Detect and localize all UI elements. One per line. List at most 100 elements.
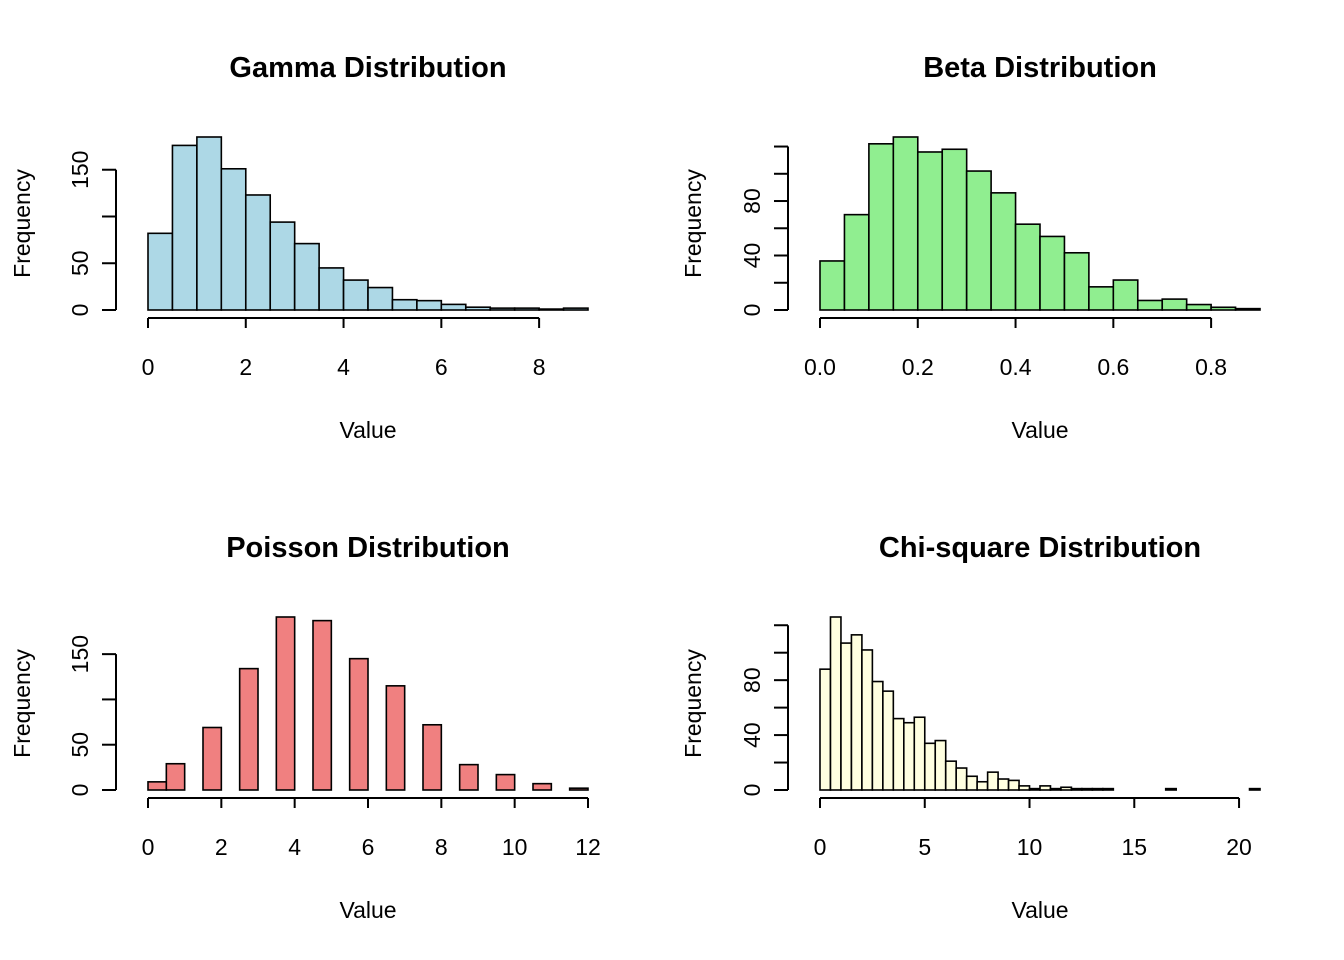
chart-panel-1: Gamma Distribution 0 2 4 6 8 0 50 150 Value Freque… — [9, 52, 589, 443]
histogram-bar — [1091, 787, 1104, 791]
histogram-bar — [220, 167, 247, 311]
x-tick-label: 5 — [918, 834, 931, 860]
histogram-bar — [861, 649, 874, 791]
chart-panel-4: Chi-square Distribution 0 5 10 15 20 0 40 80 Valu… — [680, 532, 1261, 923]
y-tick-label: 40 — [739, 243, 765, 269]
histogram-bar — [147, 781, 168, 791]
histogram-bar — [238, 667, 259, 791]
histogram-bar — [850, 634, 863, 791]
histogram-bar — [1081, 787, 1094, 791]
chart-title: Chi-square Distribution — [879, 532, 1201, 564]
x-tick-label: 0 — [142, 354, 155, 380]
histogram-bar — [532, 782, 553, 791]
histogram-bar — [965, 775, 978, 791]
y-tick-label: 80 — [739, 188, 765, 214]
histogram-bar — [422, 723, 443, 791]
histogram-bar — [244, 194, 272, 311]
histogram-bar — [275, 616, 296, 791]
histogram-bar — [1185, 303, 1212, 311]
histogram-bar — [990, 192, 1017, 311]
histogram-bar — [312, 619, 333, 791]
y-axis-label: Frequency — [9, 649, 35, 758]
histogram-bar — [1007, 779, 1020, 791]
x-axis-label: Value — [339, 417, 396, 443]
y-tick-label: 0 — [739, 304, 765, 317]
histogram-bar — [871, 680, 884, 791]
histogram-bar — [986, 771, 999, 791]
histogram-bar — [1063, 251, 1090, 311]
histogram-bar — [196, 136, 223, 311]
histogram-bar — [538, 308, 565, 311]
chart-panel-2: Beta Distribution 0.0 0.2 0.4 0.6 0.8 0 40 80 Val… — [680, 52, 1261, 443]
histogram-bar — [819, 260, 846, 311]
histogram-bar — [495, 773, 516, 791]
histogram-bar — [348, 657, 369, 791]
histogram-bar — [513, 307, 540, 311]
x-tick-label: 10 — [502, 834, 528, 860]
x-tick-label: 0.0 — [804, 354, 836, 380]
histogram-bar — [976, 780, 989, 791]
histogram-bar — [202, 726, 223, 791]
x-tick-label: 6 — [435, 354, 448, 380]
y-tick-label: 0 — [67, 304, 93, 317]
y-axis-label: Frequency — [9, 169, 35, 278]
histogram-bar — [385, 685, 406, 791]
x-axis-label: Value — [339, 897, 396, 923]
histogram-bar — [892, 717, 905, 791]
histogram-bar — [1039, 785, 1052, 791]
histogram-bar — [1088, 286, 1115, 311]
histogram-bar — [342, 279, 369, 311]
histogram-bar — [367, 286, 394, 311]
histogram-bar — [440, 303, 467, 311]
y-tick-label: 40 — [739, 722, 765, 748]
chart-panel-3: Poisson Distribution 0 2 4 6 8 10 12 0 50 150 Value… — [9, 532, 601, 923]
histogram-bar — [147, 232, 174, 311]
histogram-bar — [955, 767, 968, 791]
histogram-bar — [1234, 307, 1261, 311]
x-tick-label: 0.2 — [902, 354, 934, 380]
histogram-bar — [458, 763, 479, 791]
y-axis-label: Frequency — [680, 649, 706, 758]
histogram-bar — [941, 148, 968, 311]
histogram-bar — [916, 151, 944, 311]
x-tick-label: 12 — [575, 834, 601, 860]
x-tick-label: 0.4 — [1000, 354, 1032, 380]
histogram-bar — [843, 213, 870, 311]
histogram-bar — [293, 242, 320, 311]
histogram-bar — [1102, 787, 1115, 791]
histogram-bar — [1039, 235, 1066, 311]
histogram-bar — [464, 306, 492, 311]
x-tick-label: 4 — [337, 354, 350, 380]
histogram-bar — [1161, 298, 1188, 311]
histogram-bar — [1014, 223, 1041, 311]
histogram-bar — [1060, 786, 1073, 791]
histogram-bar — [944, 760, 957, 791]
histogram-bar — [1136, 299, 1164, 311]
histogram-bar — [416, 299, 443, 311]
histogram-bar — [562, 307, 589, 311]
x-tick-label: 0 — [814, 834, 827, 860]
histogram-bar — [171, 144, 198, 311]
x-tick-label: 15 — [1121, 834, 1147, 860]
histogram-bar — [1210, 306, 1237, 311]
histogram-bar — [1248, 787, 1261, 791]
y-tick-label: 50 — [67, 250, 93, 276]
histogram-bar — [1049, 787, 1062, 791]
histogram-bar — [868, 143, 895, 311]
histogram-bar — [923, 742, 937, 791]
x-tick-label: 10 — [1017, 834, 1043, 860]
histogram-bar — [318, 267, 345, 311]
histogram-bar — [1070, 787, 1083, 791]
x-tick-label: 6 — [362, 834, 375, 860]
histogram-bar — [829, 616, 842, 791]
histogram-bar — [1018, 785, 1031, 791]
histogram-bar — [1028, 787, 1041, 791]
x-tick-label: 8 — [533, 354, 546, 380]
x-tick-label: 20 — [1226, 834, 1252, 860]
histogram-bar — [965, 170, 992, 311]
x-axis-label: Value — [1011, 897, 1068, 923]
y-tick-label: 0 — [739, 784, 765, 797]
y-tick-label: 0 — [67, 784, 93, 797]
histogram-bar — [913, 716, 926, 791]
